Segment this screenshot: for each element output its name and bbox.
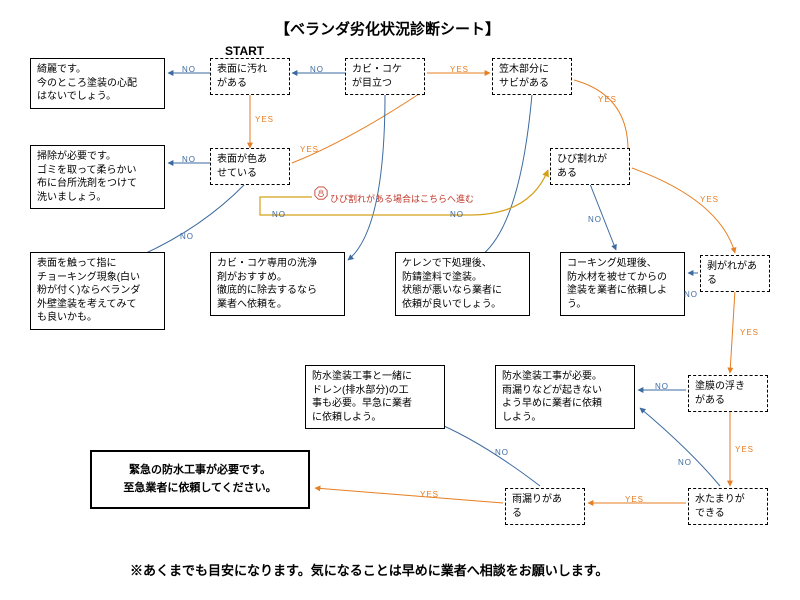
result-r3: 表面を触って指にチョーキング現象(白い粉が付く)ならベランダ外壁塗装を考えてみて… bbox=[30, 252, 165, 330]
edge-label-q7-yes: YES bbox=[735, 445, 754, 454]
crack-branch-note: ひび割れがある場合はこちらへ進む bbox=[330, 192, 474, 205]
edge-label-q5-no: NO bbox=[588, 215, 602, 224]
question-q2: カビ・コケが目立つ bbox=[345, 58, 425, 95]
edge-label-q6-no: NO bbox=[684, 290, 698, 299]
edge-label-q2-no: NO bbox=[310, 65, 324, 74]
edge-q3-yes bbox=[574, 80, 628, 153]
urgent-result: 緊急の防水工事が必要です。至急業者に依頼してください。 bbox=[90, 450, 310, 509]
edge-label-q1-no: NO bbox=[182, 65, 196, 74]
question-q5: ひび割れがある bbox=[550, 148, 630, 185]
edge-label-q4-no: NO bbox=[182, 155, 196, 164]
result-r1: 綺麗です。今のところ塗装の心配はないでしょう。 bbox=[30, 58, 165, 109]
question-q9: 雨漏りがある bbox=[505, 488, 585, 525]
edge-q3b-no bbox=[478, 94, 532, 258]
edge-label-q8-no: NO bbox=[678, 458, 692, 467]
edge-label-q1-yes: YES bbox=[255, 115, 274, 124]
edge-q9-yes bbox=[315, 488, 503, 503]
edge-label-q6-yes: YES bbox=[740, 328, 759, 337]
edge-label-q9-no: NO bbox=[495, 448, 509, 457]
edge-label-q4b-no: NO bbox=[180, 232, 194, 241]
result-r5: ケレンで下処理後、防錆塗料で塗装。状態が悪いなら業者に依頼が良いでしょう。 bbox=[395, 252, 530, 316]
edge-label-q7-no: NO bbox=[655, 382, 669, 391]
footnote: ※あくまでも目安になります。気になることは早めに業者へ相談をお願いします。 bbox=[130, 560, 608, 579]
edge-q2b-no bbox=[348, 94, 385, 260]
edge-label-q2b-no: NO bbox=[272, 210, 286, 219]
hand-stop-icon bbox=[314, 186, 328, 200]
question-q4: 表面が色あせている bbox=[210, 148, 290, 185]
edge-label-q3b-no: NO bbox=[450, 210, 464, 219]
question-q7: 塗膜の浮きがある bbox=[688, 375, 768, 412]
question-q3: 笠木部分にサビがある bbox=[492, 58, 572, 95]
stop-icon bbox=[314, 186, 328, 200]
edge-label-q2-yes: YES bbox=[450, 65, 469, 74]
result-r4: カビ・コケ専用の洗浄剤がおすすめ。徹底的に除去するなら業者へ依頼を。 bbox=[210, 252, 345, 316]
edge-label-q8-yes: YES bbox=[625, 495, 644, 504]
result-r2: 掃除が必要です。ゴミを取って柔らかい布に台所洗剤をつけて洗いましょう。 bbox=[30, 145, 165, 209]
edge-label-q4-yes: YES bbox=[300, 145, 319, 154]
result-r8: 防水塗装工事が必要。雨漏りなどが起きないよう早めに業者に依頼しよう。 bbox=[495, 365, 635, 429]
edge-label-q9-yes: YES bbox=[420, 490, 439, 499]
question-q1: 表面に汚れがある bbox=[210, 58, 290, 95]
result-r6: コーキング処理後、防水材を被せてからの塗装を業者に依頼しよう。 bbox=[560, 252, 685, 316]
edge-q5-yes bbox=[632, 168, 735, 253]
page-title: 【ベランダ劣化状況診断シート】 bbox=[275, 18, 500, 39]
edge-q9-no bbox=[430, 420, 540, 486]
question-q6: 剥がれがある bbox=[700, 255, 770, 292]
edge-q8-no bbox=[640, 408, 720, 486]
edge-label-q3-yes: YES bbox=[598, 95, 617, 104]
edge-label-q5-yes: YES bbox=[700, 195, 719, 204]
question-q8: 水たまりができる bbox=[688, 488, 768, 525]
start-label: START bbox=[225, 44, 264, 58]
edge-q6-yes bbox=[730, 290, 735, 373]
result-r7: 防水塗装工事と一緒にドレン(排水部分)の工事も必要。早急に業者に依頼しよう。 bbox=[305, 365, 445, 429]
